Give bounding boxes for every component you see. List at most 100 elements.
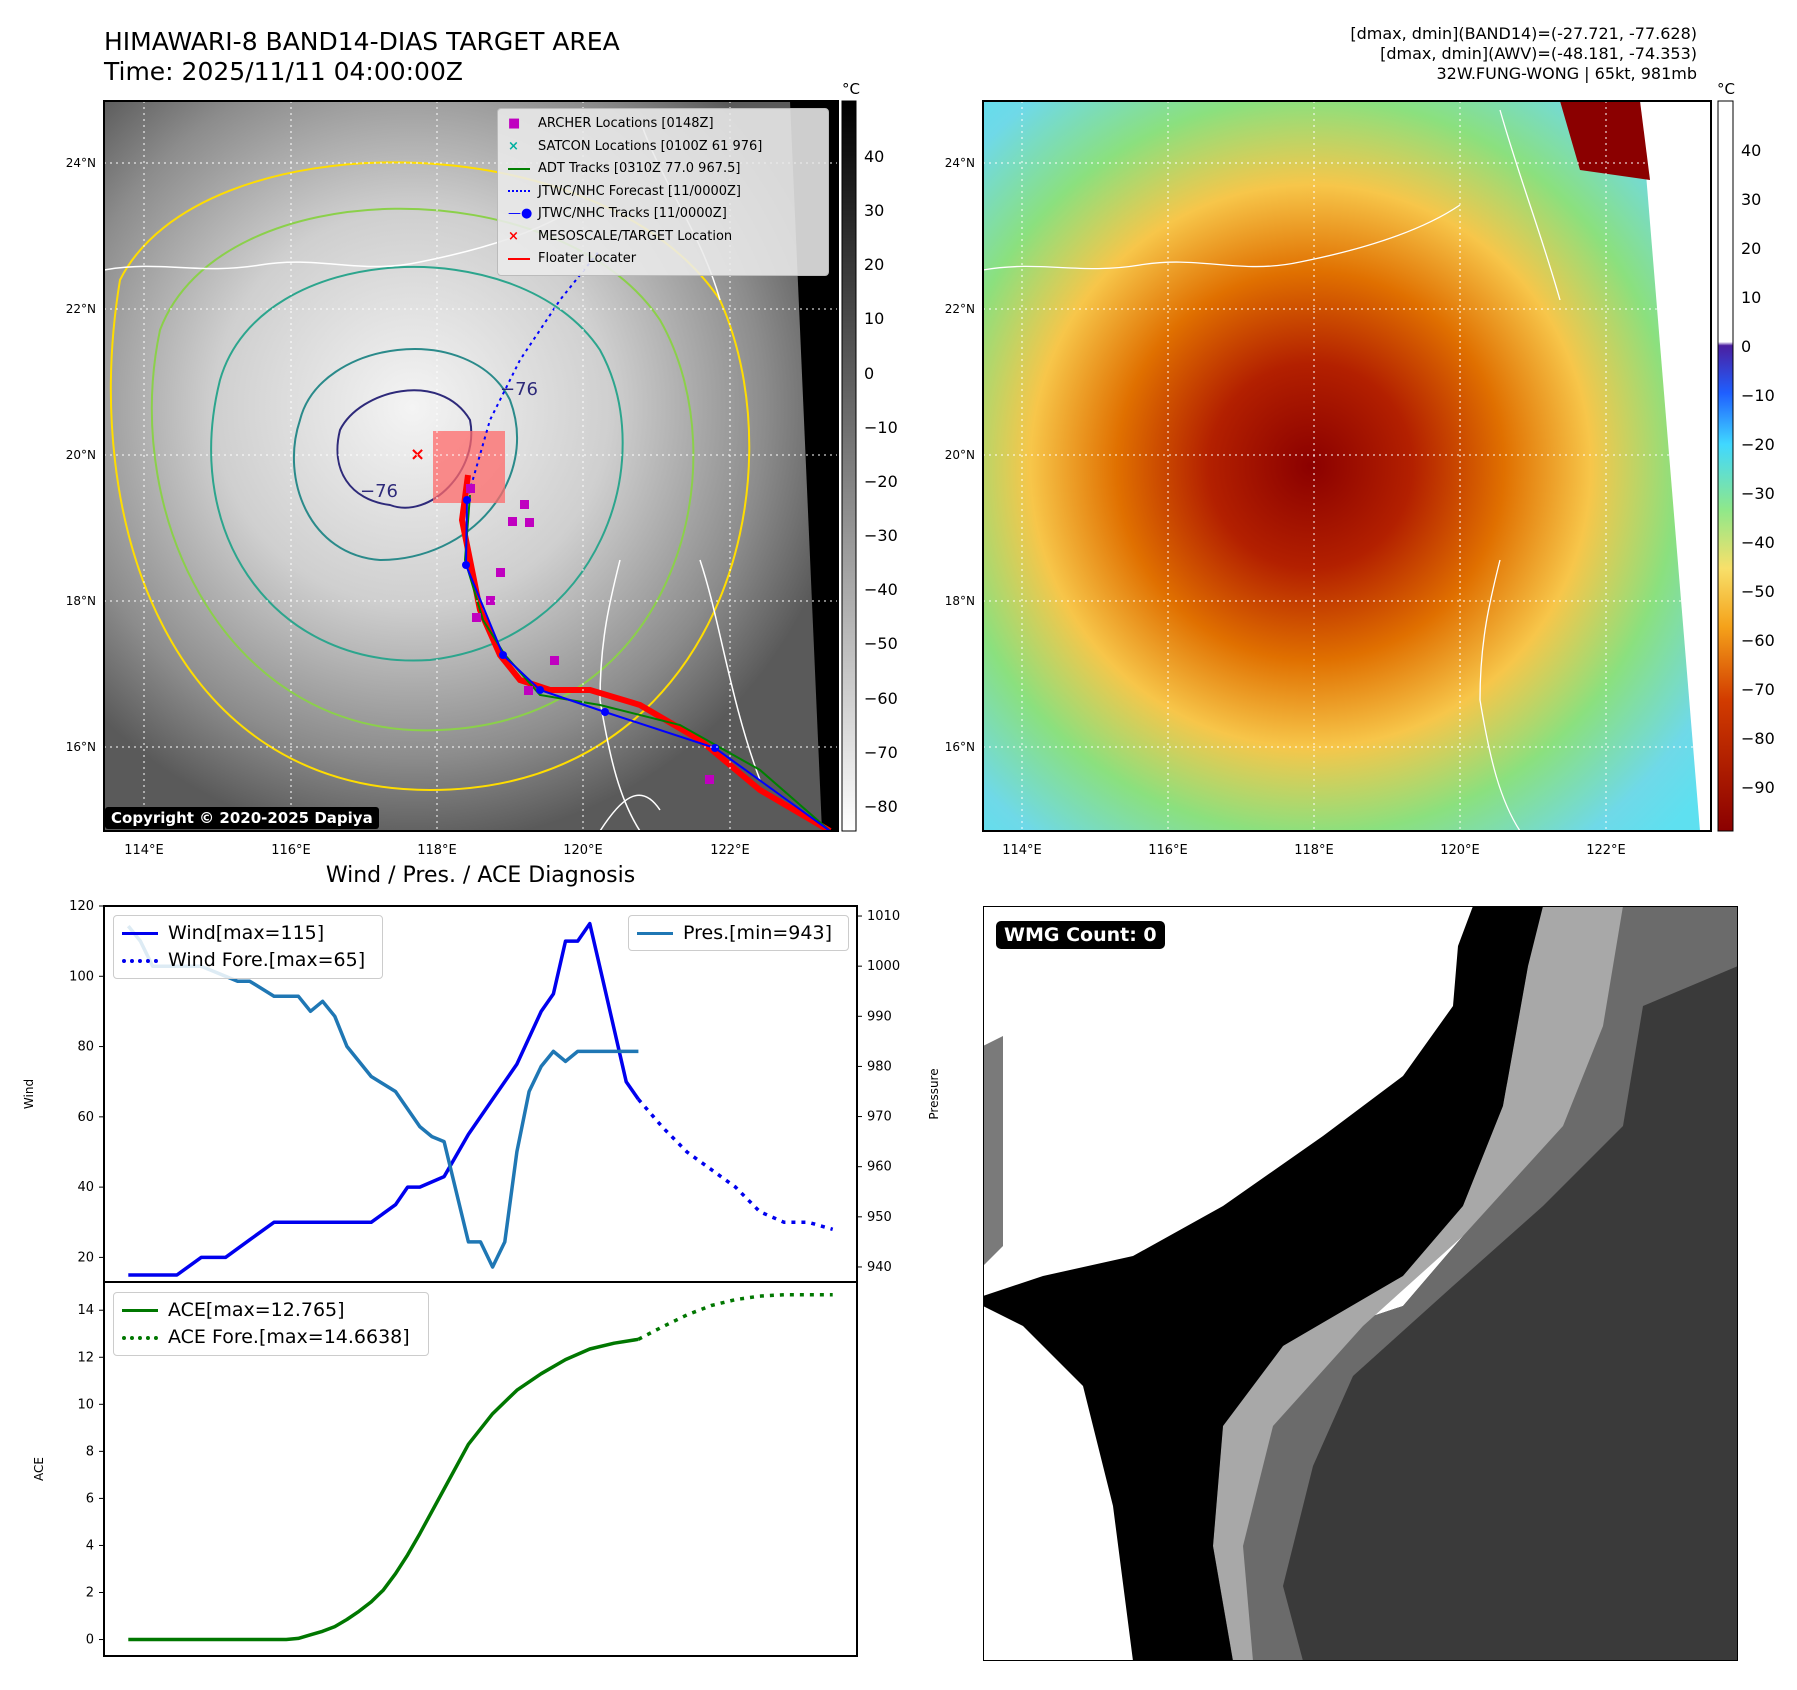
left-colorbar-tick: −10 — [864, 418, 898, 437]
ace-ytick-label: 14 — [77, 1303, 94, 1318]
legend-ace-fore: ACE Fore.[max=14.6638] — [122, 1324, 410, 1351]
left-lat-label: 16°N — [66, 740, 96, 754]
right-colorbar-ticks: 40 30 20 10 0 −10 −20 −30 −40 −50 −60 −7… — [1741, 141, 1775, 797]
diagnosis-chart: Wind Pressure ACE 2040608010012094095096… — [22, 899, 941, 1657]
pressure-legend: Pres.[min=943] — [628, 915, 849, 951]
right-lat-label: 22°N — [945, 302, 975, 316]
left-lat-label: 22°N — [66, 302, 96, 316]
right-lon-labels: 114°E 116°E 118°E 120°E 122°E — [1002, 843, 1626, 858]
pressure-ytick-label: 980 — [867, 1059, 892, 1074]
left-colorbar — [841, 100, 857, 832]
right-map-area — [983, 101, 1711, 831]
right-lat-label: 18°N — [945, 594, 975, 608]
left-colorbar-tick: 0 — [864, 364, 874, 383]
wind-line — [128, 921, 640, 1277]
contour-label-1: −76 — [360, 481, 398, 502]
ace-ytick-label: 0 — [86, 1633, 94, 1648]
jtwc-track-points — [462, 496, 719, 752]
right-colorbar-tick: −70 — [1741, 680, 1775, 699]
ace-line — [128, 1337, 639, 1642]
wind-ytick-label: 100 — [69, 969, 94, 984]
right-lon-label: 118°E — [1294, 843, 1334, 858]
legend-jtwc-forecast: JTWC/NHC Forecast [11/0000Z] — [508, 181, 762, 204]
right-lon-label: 116°E — [1148, 843, 1188, 858]
ace-ytick-label: 4 — [86, 1538, 94, 1553]
legend-pressure: Pres.[min=943] — [637, 920, 832, 947]
right-colorbar-tick: 10 — [1741, 288, 1761, 307]
right-colorbar-tick: −90 — [1741, 778, 1775, 797]
wmg-panel — [983, 906, 1738, 1661]
left-colorbar-tick: −70 — [864, 743, 898, 762]
wind-forecast-line — [637, 1098, 834, 1231]
legend-satcon: × SATCON Locations [0100Z 61 976] — [508, 138, 763, 154]
left-colorbar-tick: −40 — [864, 580, 898, 599]
ace-axes — [103, 1281, 858, 1657]
right-colorbar-tick: −30 — [1741, 484, 1775, 503]
legend-archer: ■ ARCHER Locations [0148Z] — [508, 116, 714, 131]
left-lat-label: 20°N — [66, 448, 96, 462]
right-gridlines — [983, 101, 1711, 831]
left-map-legend: ■ ARCHER Locations [0148Z] × SATCON Locati… — [497, 108, 829, 276]
wmg-edge-region — [983, 1036, 1003, 1266]
ace-ytick-label: 12 — [77, 1350, 94, 1365]
left-colorbar-tick: 20 — [864, 255, 884, 274]
wind-ytick-label: 20 — [77, 1250, 94, 1265]
ace-ytick-label: 8 — [86, 1444, 94, 1459]
legend-jtwc-tracks: —● JTWC/NHC Tracks [11/0000Z] — [508, 206, 727, 221]
wind-legend: Wind[max=115] Wind Fore.[max=65] — [113, 915, 383, 979]
ace-ylabel: ACE — [32, 1457, 46, 1481]
legend-adt: ADT Tracks [0310Z 77.0 967.5] — [508, 158, 762, 181]
ace-ytick-label: 6 — [86, 1491, 94, 1506]
pressure-ytick-label: 1000 — [867, 959, 900, 974]
info-band14-range: [dmax, dmin](BAND14)=(-27.721, -77.628) — [1350, 24, 1697, 43]
left-lat-label: 24°N — [66, 156, 96, 170]
left-colorbar-tick: 30 — [864, 201, 884, 220]
wind-ytick-label: 80 — [77, 1040, 94, 1055]
legend-floater: Floater Locater — [508, 248, 762, 271]
left-lon-label: 122°E — [710, 843, 750, 858]
right-lat-label: 16°N — [945, 740, 975, 754]
info-storm: 32W.FUNG-WONG | 65kt, 981mb — [1436, 64, 1697, 83]
right-lat-label: 24°N — [945, 156, 975, 170]
right-colorbar-tick: 40 — [1741, 141, 1761, 160]
right-colorbar-tick: 0 — [1741, 337, 1751, 356]
left-colorbar-tick: 40 — [864, 147, 884, 166]
wmg-count-label: WMG Count: 0 — [996, 921, 1165, 949]
right-colorbar-tick: −40 — [1741, 533, 1775, 552]
right-lat-labels: 24°N 22°N 20°N 18°N 16°N — [945, 156, 975, 754]
left-lon-labels: 114°E 116°E 118°E 120°E 122°E — [124, 843, 750, 858]
right-coastlines — [983, 109, 1561, 831]
right-lat-label: 20°N — [945, 448, 975, 462]
pressure-ylabel: Pressure — [927, 1068, 941, 1119]
pressure-ytick-label: 970 — [867, 1110, 892, 1125]
left-lon-label: 116°E — [271, 843, 311, 858]
pressure-ytick-label: 940 — [867, 1260, 892, 1275]
wind-ytick-label: 120 — [69, 899, 94, 914]
pressure-ytick-label: 960 — [867, 1160, 892, 1175]
legend-mesoscale: × MESOSCALE/TARGET Location — [508, 228, 733, 244]
contour-label-2: −76 — [500, 379, 538, 400]
figure-time: Time: 2025/11/11 04:00:00Z — [104, 57, 463, 86]
left-lat-labels: 24°N 22°N 20°N 18°N 16°N — [66, 156, 96, 754]
diagnosis-title: Wind / Pres. / ACE Diagnosis — [325, 863, 636, 888]
left-colorbar-ticks: 40 30 20 10 0 −10 −20 −30 −40 −50 −60 −7… — [864, 147, 898, 816]
right-colorbar-tick: −60 — [1741, 631, 1775, 650]
pressure-ytick-label: 1010 — [867, 909, 900, 924]
figure-title: HIMAWARI-8 BAND14-DIAS TARGET AREA — [104, 27, 620, 56]
ace-legend: ACE[max=12.765] ACE Fore.[max=14.6638] — [113, 1292, 429, 1356]
info-awv-range: [dmax, dmin](AWV)=(-48.181, -74.353) — [1380, 44, 1697, 63]
right-colorbar-tick: −10 — [1741, 386, 1775, 405]
right-colorbar-tick: 20 — [1741, 239, 1761, 258]
right-colorbar-tick: −50 — [1741, 582, 1775, 601]
right-colorbar-unit: °C — [1717, 80, 1735, 98]
left-colorbar-unit: °C — [842, 80, 860, 98]
ace-ytick-label: 10 — [77, 1397, 94, 1412]
legend-wind-fore: Wind Fore.[max=65] — [122, 947, 365, 974]
left-colorbar-tick: −80 — [864, 797, 898, 816]
adt-track — [463, 494, 831, 831]
left-lon-label: 120°E — [563, 843, 603, 858]
left-colorbar-tick: −20 — [864, 472, 898, 491]
ace-ytick-label: 2 — [86, 1585, 94, 1600]
right-colorbar-tick: 30 — [1741, 190, 1761, 209]
wind-ylabel: Wind — [22, 1079, 36, 1109]
